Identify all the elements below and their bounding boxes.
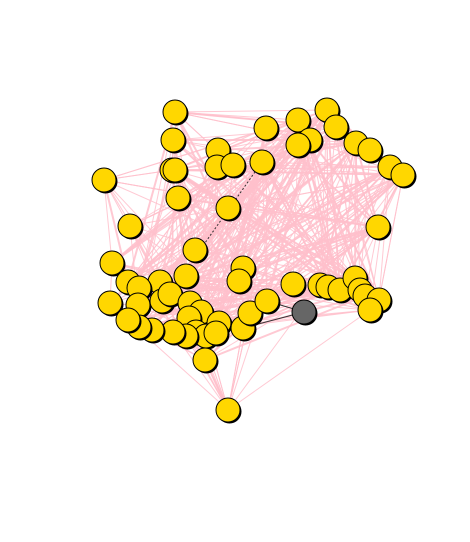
- graph-node: [99, 250, 125, 276]
- graph-node: [254, 288, 280, 314]
- graph-edge: [319, 109, 328, 286]
- graph-edge: [103, 179, 379, 228]
- graph-node: [203, 320, 229, 346]
- graph-node: [91, 167, 117, 193]
- graph-node: [237, 300, 263, 326]
- graph-edge: [188, 161, 263, 319]
- graph-node: [192, 347, 218, 373]
- graph-edge: [309, 139, 379, 228]
- graph-edge: [261, 161, 329, 288]
- graph-node: [226, 268, 252, 294]
- graph-edge: [161, 166, 391, 302]
- graph-node: [285, 132, 311, 158]
- graph-edge: [172, 139, 341, 291]
- graph-edge: [195, 119, 299, 333]
- graph-edge: [174, 111, 229, 209]
- graph-node: [323, 114, 349, 140]
- graph-node: [182, 237, 208, 263]
- graph-node: [280, 271, 306, 297]
- graph-node: [117, 213, 143, 239]
- graph-edge: [265, 127, 341, 291]
- graph-node: [162, 157, 188, 183]
- graph-edge: [359, 149, 371, 291]
- graph-edge: [127, 166, 218, 283]
- graph-edge: [138, 226, 379, 328]
- graph-node: [357, 297, 383, 323]
- graph-edge: [297, 144, 341, 291]
- graph-edge: [309, 139, 341, 291]
- graph-edge: [103, 179, 113, 264]
- graph-edge: [174, 111, 244, 269]
- graph-edge: [227, 327, 244, 411]
- graph-edge: [261, 161, 294, 285]
- graph-edge: [319, 166, 391, 286]
- graph-edge: [174, 111, 299, 121]
- graph-node-highlighted: [291, 299, 317, 325]
- graph-edge: [205, 142, 357, 337]
- graph-node: [165, 185, 191, 211]
- graph-edge: [319, 142, 357, 286]
- graph-edge: [227, 309, 371, 411]
- graph-edge: [159, 161, 263, 283]
- graph-node: [220, 152, 246, 178]
- graph-node: [162, 99, 188, 125]
- graph-edge: [326, 109, 329, 288]
- graph-edge: [204, 295, 366, 361]
- graph-node: [390, 162, 416, 188]
- graph-edge: [218, 174, 404, 324]
- graph-node: [97, 290, 123, 316]
- graph-edge: [174, 111, 311, 141]
- graph-edge: [238, 142, 357, 282]
- graph-node: [215, 397, 241, 423]
- graph-edge: [127, 161, 263, 283]
- graph-node: [160, 127, 186, 153]
- graph-edge: [326, 109, 341, 291]
- graph-edge: [216, 166, 220, 324]
- graph-edge: [378, 174, 404, 301]
- node-layer: [91, 97, 417, 424]
- graph-node: [253, 115, 279, 141]
- graph-edge: [161, 226, 379, 302]
- graph-node: [115, 307, 141, 333]
- graph-node: [365, 214, 391, 240]
- graph-node: [215, 195, 241, 221]
- graph-edge: [261, 161, 268, 302]
- graph-node: [285, 107, 311, 133]
- graph-node: [357, 137, 383, 163]
- graph-node: [173, 263, 199, 289]
- graph-node: [249, 149, 275, 175]
